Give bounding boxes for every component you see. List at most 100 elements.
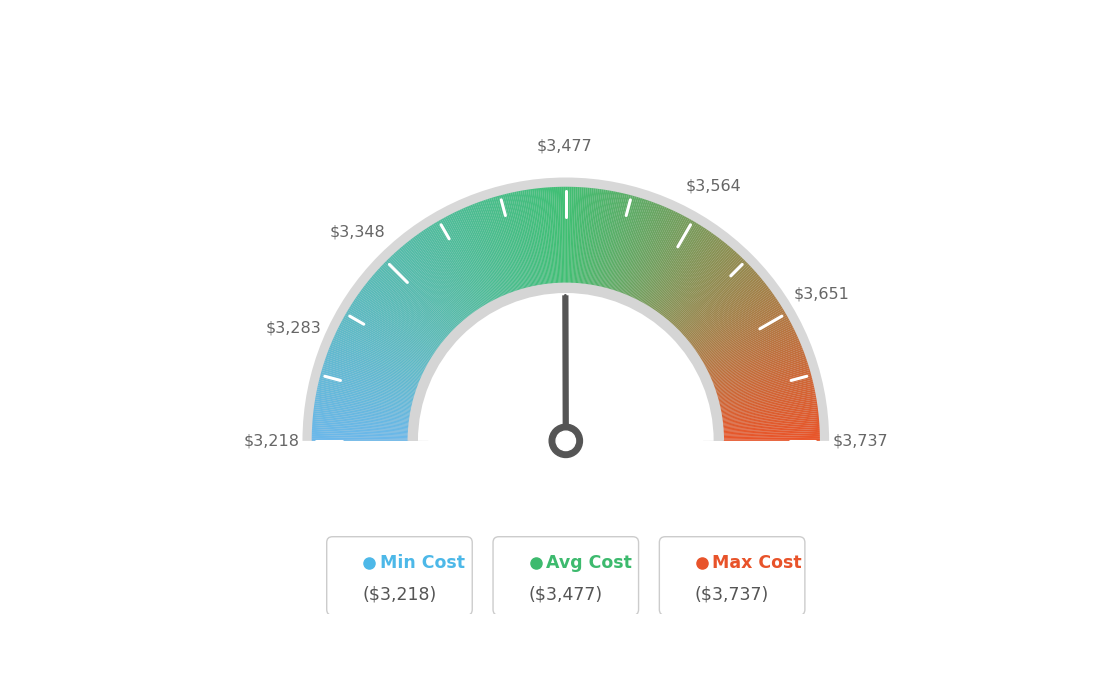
Wedge shape <box>583 188 596 285</box>
Wedge shape <box>654 230 709 311</box>
Wedge shape <box>316 395 412 414</box>
Wedge shape <box>682 271 756 337</box>
Wedge shape <box>342 319 428 366</box>
Wedge shape <box>680 267 753 334</box>
Wedge shape <box>317 389 412 411</box>
Wedge shape <box>315 399 411 416</box>
Wedge shape <box>528 189 543 286</box>
Wedge shape <box>631 210 673 299</box>
Wedge shape <box>453 213 497 300</box>
Wedge shape <box>382 264 453 333</box>
Wedge shape <box>700 310 785 361</box>
Wedge shape <box>721 403 817 419</box>
Wedge shape <box>722 423 819 431</box>
Wedge shape <box>570 187 574 284</box>
Wedge shape <box>328 349 420 385</box>
Wedge shape <box>670 252 736 325</box>
Wedge shape <box>540 188 551 284</box>
Wedge shape <box>314 405 411 420</box>
Wedge shape <box>350 305 433 357</box>
Wedge shape <box>573 187 580 284</box>
Wedge shape <box>629 208 670 297</box>
Wedge shape <box>435 222 486 306</box>
Wedge shape <box>723 429 819 435</box>
Wedge shape <box>320 372 415 400</box>
Wedge shape <box>722 415 819 426</box>
Wedge shape <box>721 399 817 416</box>
Wedge shape <box>320 374 414 401</box>
Wedge shape <box>463 208 503 297</box>
Wedge shape <box>311 439 408 441</box>
Wedge shape <box>407 283 724 441</box>
Wedge shape <box>618 201 651 293</box>
Wedge shape <box>592 190 609 286</box>
Wedge shape <box>333 336 423 377</box>
Wedge shape <box>716 372 811 400</box>
Wedge shape <box>558 187 562 284</box>
Wedge shape <box>711 342 800 381</box>
Wedge shape <box>326 357 417 390</box>
Wedge shape <box>384 262 455 331</box>
Wedge shape <box>669 249 734 323</box>
Wedge shape <box>637 215 683 302</box>
Wedge shape <box>407 241 468 318</box>
Wedge shape <box>323 362 416 393</box>
Wedge shape <box>684 275 760 339</box>
Wedge shape <box>520 190 539 286</box>
Wedge shape <box>640 217 688 303</box>
Wedge shape <box>567 187 570 284</box>
Wedge shape <box>697 299 778 355</box>
Wedge shape <box>375 271 449 337</box>
Wedge shape <box>491 197 521 290</box>
Wedge shape <box>364 285 442 346</box>
Wedge shape <box>545 188 554 284</box>
Wedge shape <box>410 239 470 317</box>
Wedge shape <box>720 389 815 411</box>
Wedge shape <box>321 368 415 397</box>
Wedge shape <box>705 324 793 370</box>
Wedge shape <box>699 305 782 357</box>
Wedge shape <box>572 187 577 284</box>
Wedge shape <box>555 187 561 284</box>
Wedge shape <box>689 282 765 344</box>
Wedge shape <box>591 190 607 286</box>
Wedge shape <box>388 258 456 329</box>
Wedge shape <box>330 344 421 382</box>
Wedge shape <box>597 192 619 287</box>
Wedge shape <box>312 427 408 433</box>
Wedge shape <box>312 425 408 432</box>
Wedge shape <box>723 439 820 441</box>
Wedge shape <box>651 228 705 310</box>
Wedge shape <box>317 387 412 409</box>
Wedge shape <box>686 276 761 339</box>
Wedge shape <box>715 366 809 396</box>
Wedge shape <box>645 221 696 306</box>
Wedge shape <box>612 198 643 291</box>
Wedge shape <box>335 335 423 376</box>
Wedge shape <box>721 405 818 420</box>
Wedge shape <box>473 204 509 295</box>
Wedge shape <box>336 331 424 374</box>
Text: $3,651: $3,651 <box>794 287 849 302</box>
Wedge shape <box>712 347 803 384</box>
Wedge shape <box>721 397 817 415</box>
Wedge shape <box>311 431 408 436</box>
Wedge shape <box>439 219 489 304</box>
Text: ($3,737): ($3,737) <box>696 586 769 604</box>
Wedge shape <box>676 259 745 330</box>
Wedge shape <box>696 297 776 353</box>
Wedge shape <box>480 201 513 293</box>
Wedge shape <box>661 239 722 317</box>
Wedge shape <box>628 208 669 297</box>
Wedge shape <box>718 374 811 401</box>
Wedge shape <box>650 226 703 309</box>
Wedge shape <box>428 226 481 309</box>
Wedge shape <box>602 193 625 288</box>
Wedge shape <box>442 218 490 304</box>
Wedge shape <box>530 189 545 286</box>
Wedge shape <box>314 407 410 421</box>
Wedge shape <box>581 188 592 284</box>
Wedge shape <box>714 357 806 390</box>
Wedge shape <box>535 188 549 285</box>
Wedge shape <box>620 202 656 294</box>
